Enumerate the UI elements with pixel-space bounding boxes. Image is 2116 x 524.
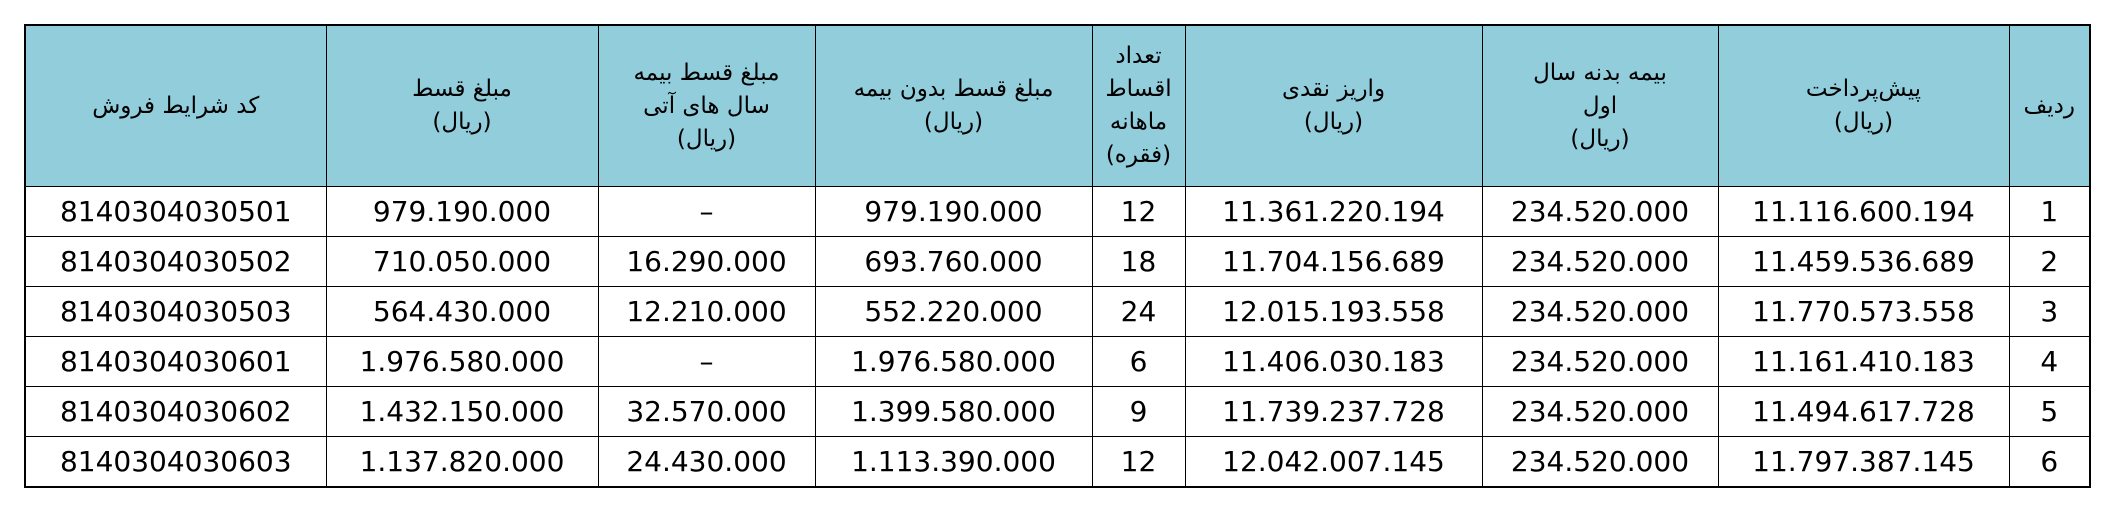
header-text: اول — [1582, 92, 1618, 119]
table-cell: 564.430.000 — [325, 286, 599, 337]
table-cell: 8140304030603 — [24, 436, 327, 488]
header-text: (ریال) — [432, 109, 492, 135]
header-text: ماهانه — [1109, 109, 1168, 135]
installment-table: ردیف پیش‌پرداخت (ریال) بیمه بدنه سال اول (ریا… — [24, 24, 2091, 488]
table-cell: 4 — [2008, 336, 2091, 387]
table-cell: 979.190.000 — [325, 186, 599, 237]
header-cell: مبلغ قسط بدون بیمه (ریال) — [814, 24, 1093, 187]
table-cell: 11.116.600.194 — [1717, 186, 2010, 237]
table-cell: 234.520.000 — [1481, 386, 1719, 437]
table-cell: 11.704.156.689 — [1184, 236, 1483, 287]
table-cell: 9 — [1091, 386, 1186, 437]
table-row: 5 11.494.617.728 234.520.000 11.739.237.728… — [24, 386, 2091, 437]
header-cell: بیمه بدنه سال اول (ریال) — [1481, 24, 1719, 187]
table-cell: 11.161.410.183 — [1717, 336, 2010, 387]
header-text: بیمه بدنه سال — [1533, 59, 1667, 86]
table-cell: 1.976.580.000 — [325, 336, 599, 387]
header-text: (ریال) — [923, 109, 984, 135]
table-cell: 5 — [2008, 386, 2091, 437]
header-cell: مبلغ قسط (ریال) — [325, 24, 599, 187]
table-cell: 6 — [2008, 436, 2091, 488]
table-cell: 3 — [2008, 286, 2091, 337]
header-text: (فقره) — [1105, 142, 1172, 168]
table-cell: 12.015.193.558 — [1184, 286, 1483, 337]
header-text: مبلغ قسط بدون بیمه — [853, 76, 1054, 102]
table-cell: 11.770.573.558 — [1717, 286, 2010, 337]
table-row: 1 11.116.600.194 234.520.000 11.361.220.194… — [24, 186, 2091, 237]
header-text: تعداد — [1115, 43, 1162, 69]
table-cell: 16.290.000 — [597, 236, 816, 287]
table-cell: 24 — [1091, 286, 1186, 337]
table-cell: 12.210.000 — [597, 286, 816, 337]
table-cell: 234.520.000 — [1481, 236, 1719, 287]
header-text: پیش‌پرداخت — [1805, 76, 1922, 102]
table-cell: 12 — [1091, 186, 1186, 237]
header-text: اقساط — [1105, 76, 1172, 102]
table-cell: 710.050.000 — [325, 236, 599, 287]
table-cell: 12.042.007.145 — [1184, 436, 1483, 488]
table-cell: 8140304030502 — [24, 236, 327, 287]
table-cell: 11.406.030.183 — [1184, 336, 1483, 387]
table-cell: 8140304030503 — [24, 286, 327, 337]
header-text: (ریال) — [1303, 109, 1364, 135]
table-cell: 234.520.000 — [1481, 286, 1719, 337]
header-cell: ردیف — [2008, 24, 2091, 187]
table-cell: 11.739.237.728 — [1184, 386, 1483, 437]
header-text: (ریال) — [1833, 109, 1894, 135]
table-cell: 11.361.220.194 — [1184, 186, 1483, 237]
table-cell: 234.520.000 — [1481, 436, 1719, 488]
header-text: (ریال) — [1570, 125, 1630, 152]
table-row: 6 11.797.387.145 234.520.000 12.042.007.145… — [24, 436, 2091, 488]
table-cell: 693.760.000 — [814, 236, 1093, 287]
header-text: (ریال) — [676, 125, 737, 152]
table-cell: 979.190.000 — [814, 186, 1093, 237]
table-cell: 1.137.820.000 — [325, 436, 599, 488]
table-cell: 11.459.536.689 — [1717, 236, 2010, 287]
table-cell: 11.797.387.145 — [1717, 436, 2010, 488]
header-cell: واریز نقدی (ریال) — [1184, 24, 1483, 187]
table-cell: 1.399.580.000 — [814, 386, 1093, 437]
header-text: ردیف — [2023, 92, 2076, 119]
header-cell: تعداد اقساط ماهانه (فقره) — [1091, 24, 1186, 187]
header-text: کد شرایط فروش — [92, 92, 260, 119]
table-cell: 12 — [1091, 436, 1186, 488]
table-cell: 552.220.000 — [814, 286, 1093, 337]
table-cell: 1.432.150.000 — [325, 386, 599, 437]
table-cell: 11.494.617.728 — [1717, 386, 2010, 437]
header-cell: کد شرایط فروش — [24, 24, 327, 187]
table-cell: 32.570.000 — [597, 386, 816, 437]
table-row: 2 11.459.536.689 234.520.000 11.704.156.689… — [24, 236, 2091, 287]
table-cell: – — [597, 336, 816, 387]
table-cell: 2 — [2008, 236, 2091, 287]
header-text: سال های آتی — [643, 92, 770, 119]
table-cell: 24.430.000 — [597, 436, 816, 488]
table-cell: 234.520.000 — [1481, 336, 1719, 387]
table-cell: 8140304030601 — [24, 336, 327, 387]
header-cell: پیش‌پرداخت (ریال) — [1717, 24, 2010, 187]
table-cell: 1.113.390.000 — [814, 436, 1093, 488]
header-cell: مبلغ قسط بیمه سال های آتی (ریال) — [597, 24, 816, 187]
header-text: مبلغ قسط بیمه — [633, 59, 780, 86]
table-row: 3 11.770.573.558 234.520.000 12.015.193.558… — [24, 286, 2091, 337]
table-cell: 234.520.000 — [1481, 186, 1719, 237]
table-cell: 1.976.580.000 — [814, 336, 1093, 387]
table-cell: 8140304030602 — [24, 386, 327, 437]
header-text: واریز نقدی — [1281, 76, 1386, 102]
header-text: مبلغ قسط — [412, 76, 512, 102]
header-row: ردیف پیش‌پرداخت (ریال) بیمه بدنه سال اول (ریا… — [24, 24, 2091, 187]
table-cell: 1 — [2008, 186, 2091, 237]
table-cell: 8140304030501 — [24, 186, 327, 237]
table-cell: 18 — [1091, 236, 1186, 287]
table-cell: 6 — [1091, 336, 1186, 387]
table-body: 1 11.116.600.194 234.520.000 11.361.220.194… — [24, 186, 2091, 488]
table-row: 4 11.161.410.183 234.520.000 11.406.030.183… — [24, 336, 2091, 387]
table-cell: – — [597, 186, 816, 237]
